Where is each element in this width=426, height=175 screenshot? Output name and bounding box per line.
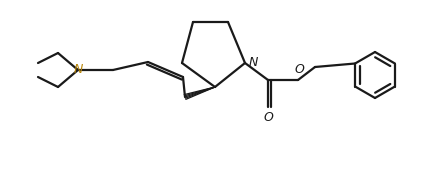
Text: O: O xyxy=(262,111,272,124)
Text: O: O xyxy=(294,63,303,76)
Text: N: N xyxy=(73,64,83,76)
Text: N: N xyxy=(248,57,258,69)
